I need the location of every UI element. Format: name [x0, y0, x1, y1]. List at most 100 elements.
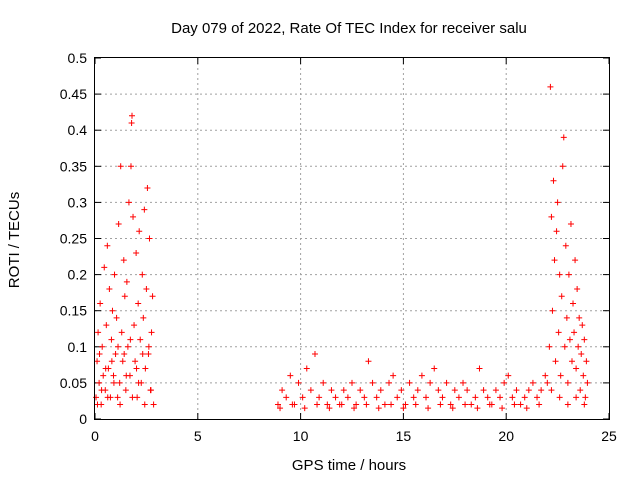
data-point — [130, 213, 137, 220]
data-point — [460, 379, 467, 386]
data-point — [553, 228, 560, 235]
data-point — [316, 394, 323, 401]
data-point — [517, 401, 524, 408]
data-point — [116, 379, 123, 386]
data-point — [113, 314, 120, 321]
data-point — [511, 401, 518, 408]
data-point — [375, 405, 382, 412]
data-point — [464, 387, 471, 394]
data-point — [570, 300, 577, 307]
data-point — [109, 307, 116, 314]
data-point — [564, 401, 571, 408]
data-point — [289, 401, 296, 408]
data-point — [295, 379, 302, 386]
y-tick-label: 0.05 — [60, 375, 87, 391]
data-point — [93, 394, 100, 401]
data-point — [121, 351, 128, 358]
x-tick-label: 20 — [498, 428, 514, 444]
data-point — [320, 379, 327, 386]
data-point — [148, 329, 155, 336]
data-point — [363, 401, 370, 408]
data-point — [534, 394, 541, 401]
data-point — [127, 163, 134, 170]
data-point — [303, 365, 310, 372]
data-point — [554, 199, 561, 206]
data-point — [398, 387, 405, 394]
data-point — [97, 300, 104, 307]
data-point — [548, 387, 555, 394]
data-point — [579, 322, 586, 329]
data-point — [117, 163, 124, 170]
data-point — [324, 401, 331, 408]
data-point — [525, 387, 532, 394]
data-point — [332, 394, 339, 401]
data-point — [443, 379, 450, 386]
data-point — [139, 351, 146, 358]
plot-frame — [94, 57, 610, 420]
data-point — [351, 405, 358, 412]
data-point — [581, 401, 588, 408]
data-point — [117, 401, 124, 408]
grid-lines — [95, 58, 609, 419]
data-point — [349, 379, 355, 386]
data-point — [120, 257, 127, 264]
data-point — [131, 322, 138, 329]
data-point — [509, 394, 516, 401]
data-point — [555, 329, 562, 336]
data-point — [127, 336, 134, 343]
data-point — [328, 387, 335, 394]
data-point — [102, 365, 109, 372]
data-point — [110, 372, 117, 379]
data-point — [140, 314, 147, 321]
data-point — [484, 394, 491, 401]
data-point — [139, 271, 146, 278]
data-point — [150, 401, 157, 408]
data-point — [556, 271, 563, 278]
data-point — [521, 394, 528, 401]
y-tick-label: 0.45 — [60, 86, 87, 102]
data-point — [571, 329, 578, 336]
data-point — [499, 405, 506, 412]
data-point — [472, 394, 479, 401]
data-point — [414, 387, 421, 394]
data-point — [497, 394, 504, 401]
data-point — [563, 314, 570, 321]
data-point — [133, 365, 140, 372]
data-point — [118, 329, 125, 336]
data-point — [122, 387, 129, 394]
y-tick-label: 0.15 — [60, 303, 87, 319]
data-point — [95, 329, 102, 336]
data-point — [406, 379, 413, 386]
data-point — [123, 372, 130, 379]
y-tick-label: 0.25 — [60, 231, 87, 247]
data-point — [412, 401, 419, 408]
data-point — [394, 394, 401, 401]
data-point — [142, 365, 149, 372]
data-point — [565, 271, 572, 278]
data-point — [538, 387, 545, 394]
data-point — [373, 394, 380, 401]
data-point — [112, 351, 119, 358]
data-point — [119, 358, 126, 365]
data-point — [581, 336, 588, 343]
data-point — [144, 184, 151, 191]
data-point — [449, 405, 456, 412]
data-point — [301, 405, 308, 412]
data-point — [546, 343, 553, 350]
data-point — [576, 314, 583, 321]
data-point — [125, 199, 132, 206]
data-point — [145, 351, 152, 358]
data-point — [562, 242, 569, 249]
data-point — [549, 307, 556, 314]
data-point — [283, 394, 290, 401]
data-point — [575, 343, 582, 350]
data-point — [326, 405, 333, 412]
data-point — [357, 387, 364, 394]
data-point — [115, 343, 122, 350]
x-tick-label: 15 — [396, 428, 412, 444]
data-point — [435, 387, 442, 394]
y-tick-label: 0.35 — [60, 158, 87, 174]
data-point — [560, 134, 567, 141]
data-point — [486, 401, 493, 408]
x-tick-label: 25 — [601, 428, 617, 444]
